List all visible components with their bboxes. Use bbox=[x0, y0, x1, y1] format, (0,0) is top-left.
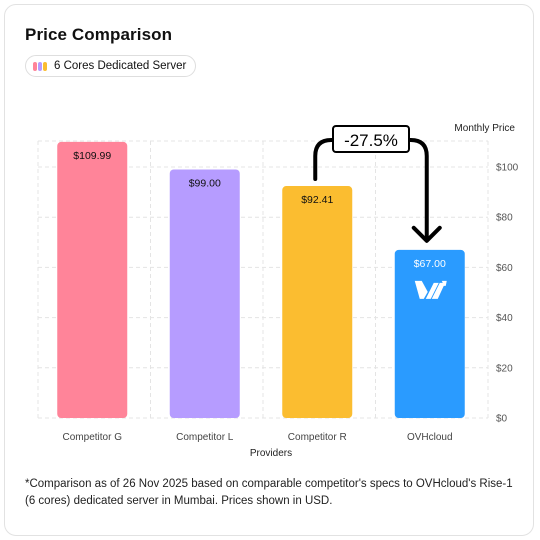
annotation-arrow-head bbox=[411, 225, 442, 243]
y-tick-label: $60 bbox=[496, 263, 513, 274]
pill-swatch bbox=[38, 61, 42, 71]
annotation-box bbox=[332, 125, 410, 153]
y-tick-label: $40 bbox=[496, 313, 513, 324]
bar bbox=[57, 141, 128, 418]
footnote: *Comparison as of 26 Nov 2025 based on c… bbox=[25, 478, 513, 507]
bar-value-label: $99.00 bbox=[189, 178, 221, 190]
y-tick-label: $0 bbox=[496, 414, 508, 425]
x-tick-label: OVHcloud bbox=[407, 432, 453, 443]
y-tick-label: $80 bbox=[496, 213, 513, 224]
bar bbox=[394, 249, 465, 418]
chart-title: Price Comparison bbox=[25, 25, 173, 44]
ovhcloud-logo-icon bbox=[414, 280, 447, 299]
pill-swatch bbox=[33, 61, 37, 71]
annotation-label: -27.5% bbox=[344, 131, 398, 150]
bar-value-label: $109.99 bbox=[73, 150, 111, 162]
y-tick-label: $100 bbox=[496, 163, 519, 174]
x-axis-label: Providers bbox=[250, 448, 292, 459]
bar bbox=[169, 169, 240, 418]
pill-swatch bbox=[43, 61, 47, 71]
x-tick-label: Competitor L bbox=[176, 432, 234, 443]
bar-chart: $0 $20 $40 $60 $80 $100 Monthly Price $109.99 Co… bbox=[37, 123, 519, 459]
bar bbox=[282, 186, 353, 418]
x-tick-label: Competitor R bbox=[288, 432, 347, 443]
bar-value-label: $92.41 bbox=[301, 194, 333, 206]
bar-value-label: $67.00 bbox=[414, 258, 446, 270]
pill-swatches bbox=[33, 61, 48, 71]
series-pill: 6 Cores Dedicated Server bbox=[25, 55, 197, 77]
y-tick-label: $20 bbox=[496, 363, 513, 374]
x-tick-label: Competitor G bbox=[63, 432, 123, 443]
pill-label: 6 Cores Dedicated Server bbox=[54, 60, 187, 72]
y-axis-label: Monthly Price bbox=[454, 123, 515, 134]
